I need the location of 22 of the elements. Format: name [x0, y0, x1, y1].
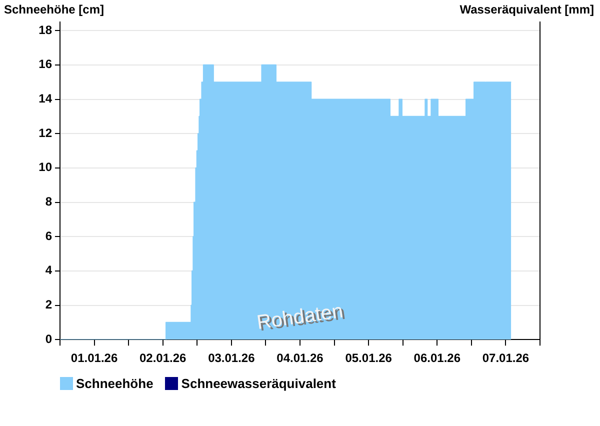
y-tick-label: 4	[45, 263, 52, 278]
x-tick-label: 07.01.26	[482, 351, 530, 366]
y-tick-label: 14	[38, 92, 52, 106]
x-tick-label: 01.01.26	[70, 351, 118, 366]
y-tick-label: 6	[45, 228, 52, 243]
y-tick-label: 0	[45, 332, 52, 346]
legend-label: Schneewasseräquivalent	[180, 376, 336, 391]
y-tick-label: 8	[45, 194, 52, 209]
x-tick-label: 06.01.26	[414, 351, 461, 366]
y-axis-title: Schneehöhe [cm]	[4, 2, 104, 16]
y-tick-label: 16	[38, 57, 52, 72]
x-tick-label: 02.01.26	[140, 351, 187, 366]
y-tick-label: 10	[38, 160, 52, 174]
y-tick-label: 18	[38, 22, 52, 37]
y-tick-label: 2	[45, 298, 52, 312]
x-tick-label: 05.01.26	[345, 351, 392, 366]
legend-label: Schneehöhe	[75, 376, 154, 391]
y-tick-label: 12	[38, 126, 52, 140]
x-tick-label: 03.01.26	[208, 351, 256, 366]
x-tick-label: 04.01.26	[276, 351, 324, 366]
y2-axis-title: Wasseräquivalent [mm]	[460, 2, 594, 16]
annotation: Rohdaten	[258, 302, 347, 336]
